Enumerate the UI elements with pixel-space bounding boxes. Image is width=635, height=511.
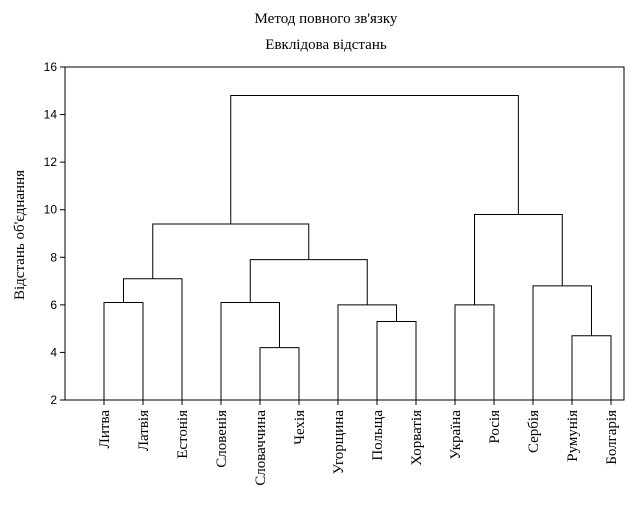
y-tick-label: 8 <box>50 250 57 264</box>
dendrogram-link <box>220 301 280 400</box>
chart-subtitle: Евклідова відстань <box>265 37 387 53</box>
dendrogram-link <box>376 321 417 400</box>
dendrogram-link <box>123 278 183 400</box>
leaf-label: Хорватія <box>409 410 425 466</box>
leaf-label: Україна <box>448 410 464 460</box>
leaf-label: Латвія <box>136 410 152 451</box>
y-tick-label: 12 <box>44 155 58 169</box>
leaf-label: Естонія <box>175 410 191 459</box>
dendrogram-link <box>259 347 300 400</box>
plot-frame <box>64 66 625 401</box>
chart-title: Метод повного зв'язку <box>255 11 398 27</box>
dendrogram-link <box>571 335 612 400</box>
dendrogram-link <box>249 259 368 305</box>
leaf-label: Литва <box>97 410 113 449</box>
leaf-label: Болгарія <box>604 410 620 465</box>
leaf-label: Румунія <box>565 410 581 462</box>
leaf-label: Польща <box>370 410 386 461</box>
y-tick-label: 10 <box>44 203 58 217</box>
y-tick-label: 14 <box>44 108 58 122</box>
dendrogram-link <box>532 285 592 400</box>
leaf-label: Росія <box>487 410 503 444</box>
leaf-label: Словенія <box>214 410 230 468</box>
y-tick-label: 16 <box>44 60 58 74</box>
y-tick-label: 4 <box>50 345 57 359</box>
dendrogram-link <box>230 95 519 224</box>
dendrogram-link <box>103 301 144 400</box>
y-tick-label: 6 <box>50 298 57 312</box>
dendrogram-link <box>454 304 495 400</box>
dendrogram-link <box>474 213 563 305</box>
y-tick-label: 2 <box>50 393 57 407</box>
y-axis-label: Відстань об'єднання <box>12 170 28 300</box>
dendrogram-link <box>337 304 397 400</box>
dendrogram-link <box>152 223 310 279</box>
leaf-label: Словаччина <box>253 410 269 486</box>
leaf-label: Угорщина <box>331 410 347 475</box>
leaf-label: Сербія <box>526 410 542 453</box>
leaf-label: Чехія <box>292 410 308 445</box>
